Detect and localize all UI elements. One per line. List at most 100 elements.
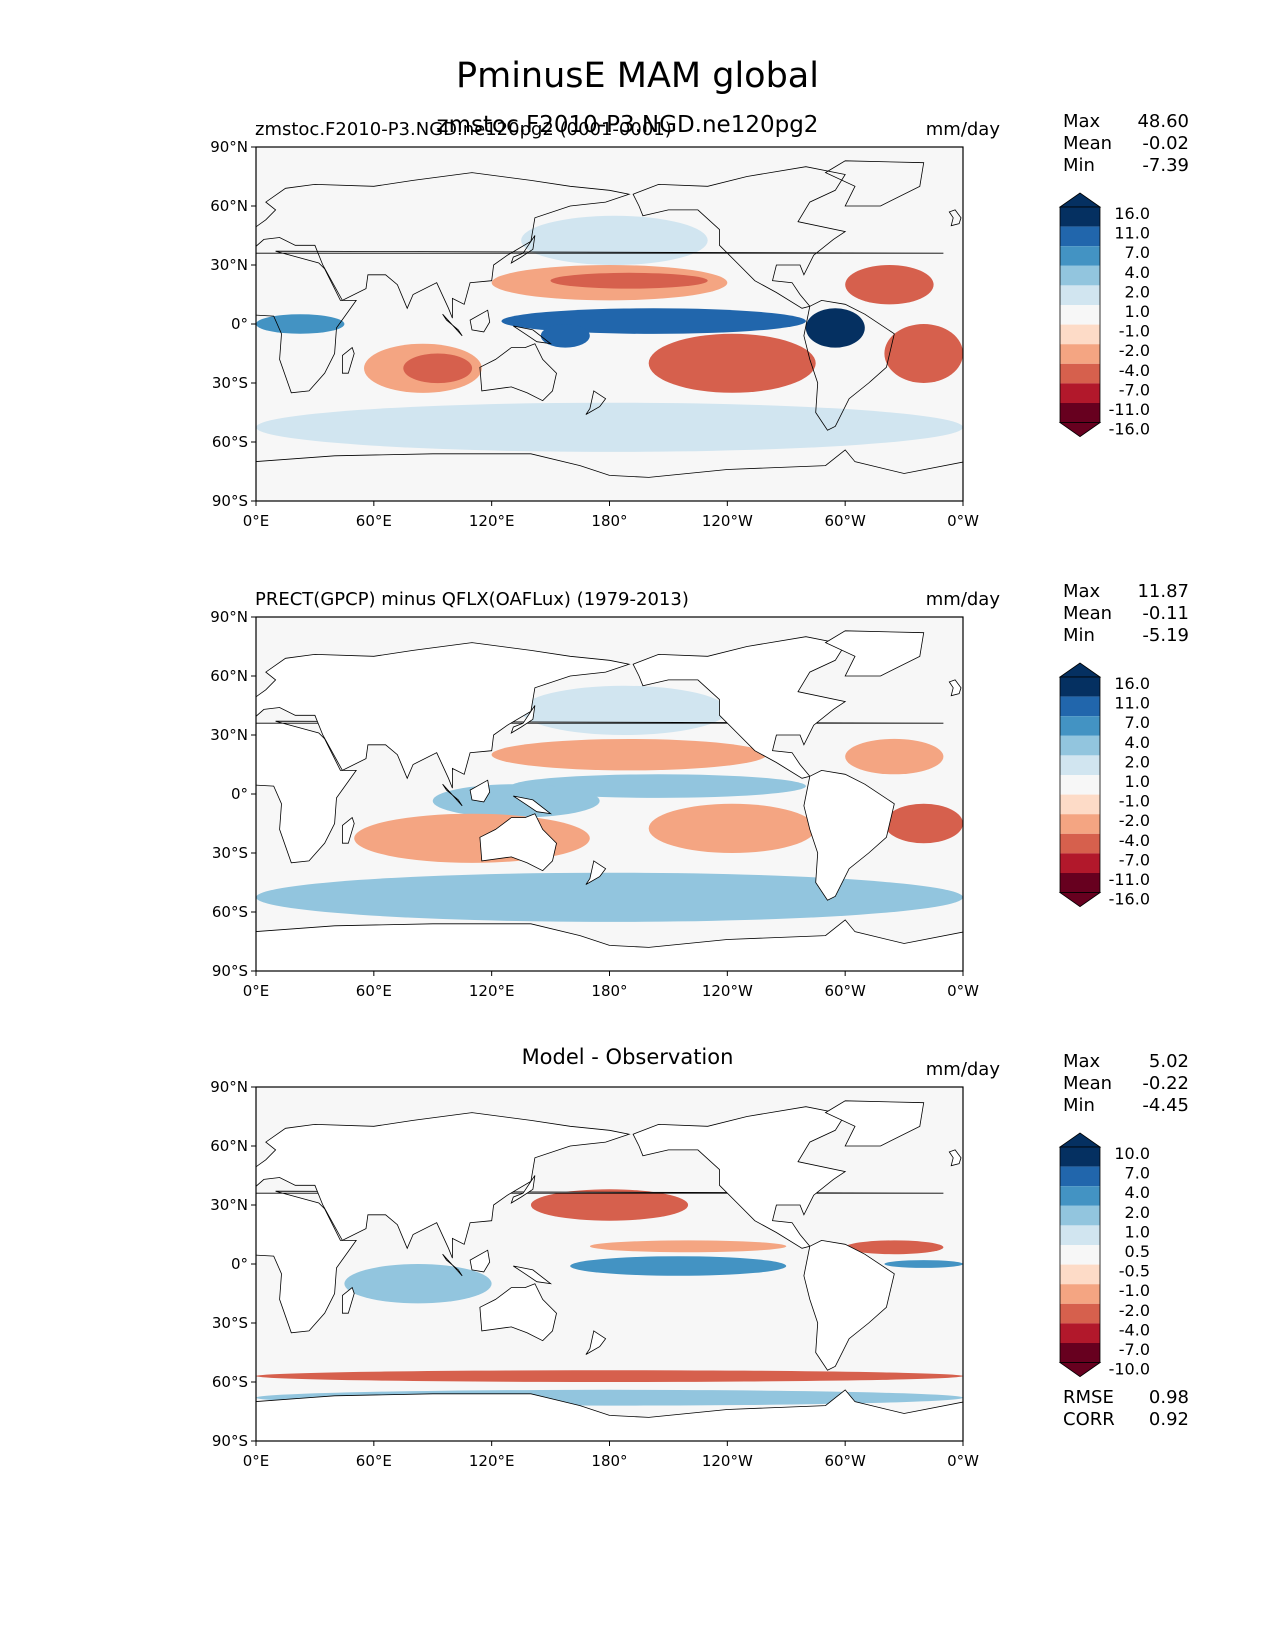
x-tick-label: 0°E	[243, 512, 270, 530]
x-tick-label: 0°E	[243, 1452, 270, 1470]
colorbar-segment	[1060, 677, 1100, 697]
x-tick-label: 0°W	[947, 512, 979, 530]
colorbar-segment	[1060, 305, 1100, 325]
y-tick-label: 90°N	[210, 608, 248, 626]
colorbar-segment	[1060, 226, 1100, 247]
stat-label: Min	[1063, 155, 1095, 176]
colorbar-extend-max	[1058, 192, 1102, 208]
colorbar-segment	[1060, 246, 1100, 266]
colorbar-tick-label: 4.0	[1125, 263, 1150, 282]
field-region	[256, 314, 345, 334]
colorbar-segment	[1060, 1303, 1100, 1324]
colorbar-segment	[1060, 794, 1100, 815]
stat-value: -4.45	[1142, 1095, 1189, 1116]
colorbar-tick-label: -16.0	[1109, 420, 1150, 439]
coastline	[342, 816, 355, 844]
metric-row: RMSE 0.98	[1063, 1387, 1189, 1409]
field-region	[403, 353, 473, 384]
x-tick-label: 60°E	[356, 982, 392, 1000]
stat-value: -5.19	[1142, 625, 1189, 646]
x-tick-label: 120°E	[469, 1452, 515, 1470]
colorbar-segment	[1060, 814, 1100, 834]
y-tick-label: 90°S	[212, 492, 248, 510]
coastline	[803, 299, 895, 431]
field-region	[570, 1256, 787, 1276]
coastline	[469, 309, 491, 333]
metric-value: 0.98	[1148, 1387, 1189, 1408]
x-tick-label: 0°E	[243, 982, 270, 1000]
coastline	[469, 779, 491, 803]
x-tick-label: 60°E	[356, 512, 392, 530]
colorbar-extend-min	[1058, 892, 1102, 908]
units-label: mm/day	[925, 1059, 1000, 1080]
x-tick-label: 0°W	[947, 1452, 979, 1470]
stat-label: Mean	[1063, 133, 1113, 154]
coastline	[948, 209, 962, 227]
colorbar-tick-label: 2.0	[1125, 282, 1150, 301]
coastline	[256, 1190, 944, 1334]
stat-value: 48.60	[1137, 111, 1189, 132]
coastline	[948, 679, 962, 697]
x-tick-label: 120°W	[702, 1452, 753, 1470]
panel-center-title: Model - Observation	[521, 1045, 734, 1069]
x-tick-label: 180°	[591, 982, 627, 1000]
coastline	[256, 1389, 963, 1441]
colorbar-segment	[1060, 403, 1100, 423]
colorbar-tick-label: 16.0	[1114, 674, 1150, 693]
x-tick-label: 60°W	[824, 512, 866, 530]
colorbar-tick-label: -7.0	[1119, 1340, 1150, 1359]
stats-block: Max 11.87 Mean -0.11 Min -5.19	[1063, 581, 1189, 647]
x-tick-label: 0°W	[947, 982, 979, 1000]
colorbar-segment	[1060, 285, 1100, 305]
y-tick-label: 60°N	[210, 1137, 248, 1155]
colorbar-tick-label: -10.0	[1109, 1360, 1150, 1379]
stat-row: Min -5.19	[1063, 625, 1189, 647]
x-tick-label: 120°E	[469, 982, 515, 1000]
coastline	[256, 720, 944, 864]
panel-test: zmstoc.F2010-P3.NGD.ne120pg2 (0001-0001)…	[0, 111, 1275, 555]
colorbar-tick-label: -7.0	[1119, 380, 1150, 399]
y-tick-label: 0°	[231, 315, 248, 333]
coastline	[948, 1149, 962, 1167]
x-tick-label: 180°	[591, 1452, 627, 1470]
colorbar-tick-label: -1.0	[1119, 322, 1150, 341]
coastline	[479, 813, 557, 872]
field-region	[491, 739, 767, 771]
units-label: mm/day	[925, 589, 1000, 610]
stat-value: 5.02	[1148, 1051, 1189, 1072]
colorbar-tick-label: 1.0	[1125, 1222, 1150, 1241]
field-region	[354, 813, 590, 863]
stat-label: Min	[1063, 625, 1095, 646]
colorbar-segment	[1060, 1245, 1100, 1265]
colorbar-segment	[1060, 1205, 1100, 1226]
stat-row: Max 11.87	[1063, 581, 1189, 603]
field-region	[884, 324, 963, 383]
stat-label: Mean	[1063, 603, 1113, 624]
coastline	[469, 1249, 491, 1273]
field-region	[256, 402, 963, 452]
stat-row: Mean -0.22	[1063, 1073, 1189, 1095]
panel-left-title: zmstoc.F2010-P3.NGD.ne120pg2 (0001-0001)	[255, 119, 672, 140]
metrics-block: RMSE 0.98 CORR 0.92	[1063, 1387, 1189, 1431]
stats-block: Max 5.02 Mean -0.22 Min -4.45	[1063, 1051, 1189, 1117]
coastline	[585, 1330, 607, 1355]
y-tick-label: 90°S	[212, 962, 248, 980]
colorbar-tick-label: -4.0	[1119, 1320, 1150, 1339]
colorbar-segment	[1060, 344, 1100, 364]
metric-label: CORR	[1063, 1409, 1115, 1430]
y-tick-label: 90°N	[210, 1078, 248, 1096]
map-plot: 0°E 60°E 120°E 180° 120°W 60°W 0°W 90°N 60°N 30°N…	[210, 608, 979, 1000]
colorbar-tick-label: -4.0	[1119, 831, 1150, 850]
coastline	[632, 166, 847, 309]
stat-row: Mean -0.02	[1063, 133, 1189, 155]
metric-label: RMSE	[1063, 1387, 1114, 1408]
x-tick-label: 60°W	[824, 1452, 866, 1470]
colorbar-segment	[1060, 1343, 1100, 1363]
stat-row: Max 48.60	[1063, 111, 1189, 133]
field-region	[256, 1370, 963, 1382]
coastline	[342, 1286, 355, 1314]
colorbar-segment	[1060, 873, 1100, 893]
colorbar-tick-label: 2.0	[1125, 752, 1150, 771]
colorbar-tick-label: -2.0	[1119, 341, 1150, 360]
y-tick-label: 90°S	[212, 1432, 248, 1450]
